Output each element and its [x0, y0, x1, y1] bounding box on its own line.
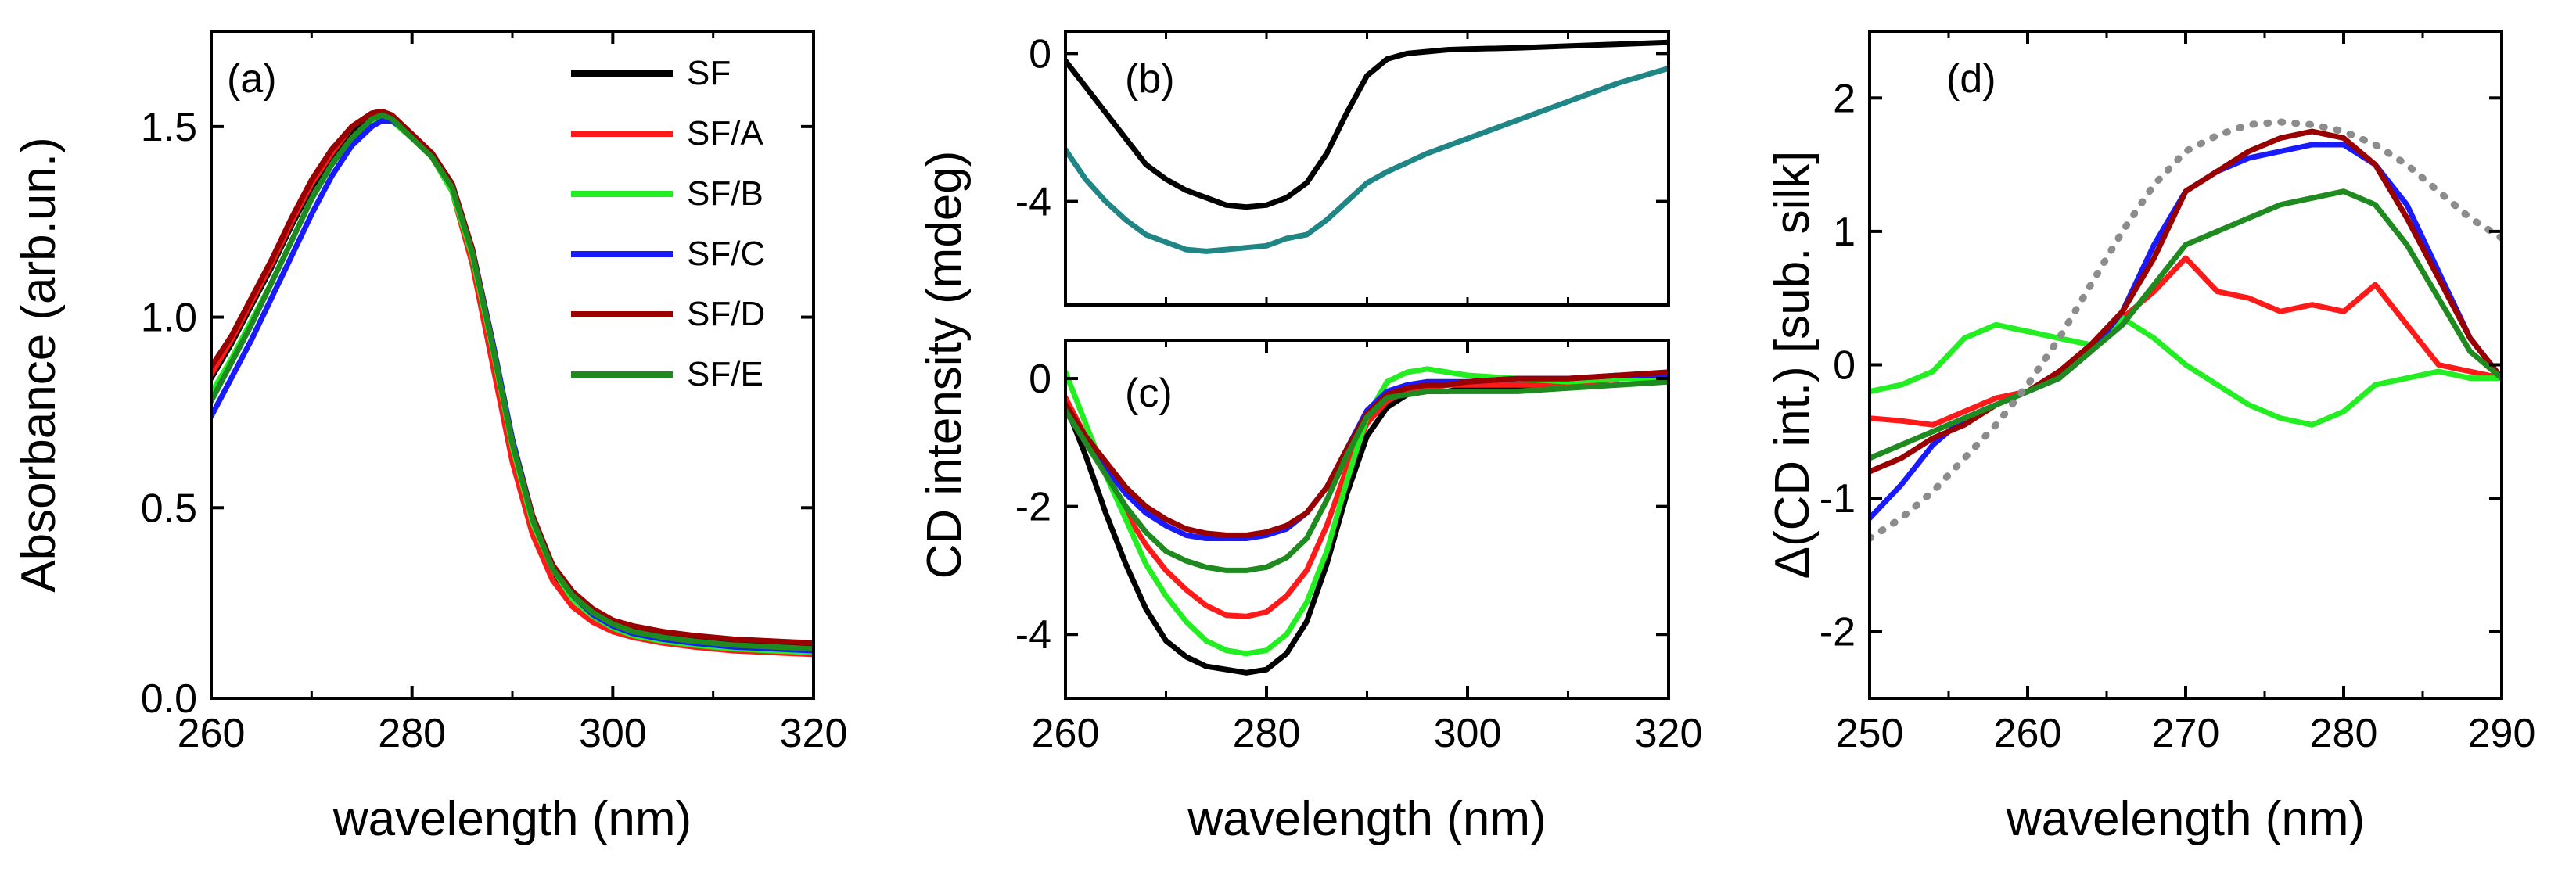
- legend-label: SF/B: [687, 174, 763, 213]
- series-line-c-sf-a: [1065, 372, 1669, 619]
- y-tick-label-d: -1: [1820, 476, 1856, 522]
- legend-label: SF: [687, 54, 731, 92]
- y-tick-label-c: -2: [1015, 485, 1051, 530]
- y-tick-label-a: 0.0: [141, 676, 197, 722]
- panel-label-c: (c): [1125, 371, 1173, 416]
- x-tick-label-d: 250: [1836, 711, 1904, 756]
- y-tick-label-a: 0.5: [141, 486, 197, 531]
- x-tick-label-c: 260: [1032, 711, 1100, 756]
- x-tick-label-d: 270: [2152, 711, 2220, 756]
- panel-label-b: (b): [1125, 56, 1175, 102]
- y-tick-label-d: 2: [1833, 76, 1856, 121]
- x-tick-label-a: 280: [378, 711, 446, 756]
- y-tick-label-d: 0: [1833, 343, 1856, 389]
- series-line-d-sf-a: [1870, 255, 2502, 428]
- x-tick-label-a: 320: [780, 711, 848, 756]
- y-tick-label-d: -2: [1820, 610, 1856, 655]
- series-line-d-sf-c: [1870, 142, 2502, 522]
- legend-label: SF/C: [687, 235, 765, 273]
- series-line-b-teal: [1065, 65, 1669, 254]
- series-line-d-sf-b: [1870, 315, 2502, 428]
- y-axis-title-cd: CD intensity (mdeg): [918, 151, 972, 579]
- y-axis-title-a: Absorbance (arb.un.): [12, 137, 66, 592]
- series-line-c-sf-e: [1065, 378, 1669, 573]
- series-line-c-sf: [1065, 372, 1669, 676]
- y-tick-label-b: -4: [1015, 180, 1051, 225]
- y-tick-label-a: 1.5: [141, 105, 197, 150]
- y-tick-label-a: 1.0: [141, 296, 197, 341]
- series-line-d-dotted: [1870, 118, 2502, 542]
- x-axis-title-c: wavelength (nm): [1187, 792, 1546, 846]
- panel-label-a: (a): [227, 56, 277, 102]
- x-tick-label-c: 300: [1434, 711, 1502, 756]
- y-tick-label-d: 1: [1833, 210, 1856, 255]
- panel-label-d: (d): [1946, 56, 1996, 102]
- legend-label: SF/E: [687, 355, 763, 393]
- x-tick-label-d: 280: [2310, 711, 2378, 756]
- y-tick-label-c: 0: [1029, 357, 1051, 402]
- x-tick-label-c: 320: [1635, 711, 1703, 756]
- y-axis-title-d: Δ(CD int.) [sub. silk]: [1766, 151, 1820, 579]
- legend-label: SF/A: [687, 114, 763, 152]
- series-line-c-sf-d: [1065, 369, 1669, 538]
- x-tick-label-a: 300: [579, 711, 647, 756]
- x-tick-label-d: 260: [1994, 711, 2062, 756]
- x-tick-label-c: 280: [1233, 711, 1301, 756]
- series-line-a-sf-e: [211, 112, 814, 652]
- series-line-c-sf-b: [1065, 366, 1669, 657]
- series-line-d-sf-d: [1870, 128, 2502, 475]
- y-tick-label-b: 0: [1029, 31, 1051, 77]
- series-line-d-sf-e: [1870, 188, 2502, 461]
- legend-label: SF/D: [687, 295, 765, 333]
- x-axis-title-a: wavelength (nm): [332, 792, 692, 846]
- x-tick-label-a: 260: [178, 711, 246, 756]
- x-axis-title-d: wavelength (nm): [2006, 792, 2365, 846]
- x-tick-label-d: 290: [2468, 711, 2536, 756]
- series-line-b-black: [1065, 39, 1669, 210]
- y-tick-label-c: -4: [1015, 612, 1051, 658]
